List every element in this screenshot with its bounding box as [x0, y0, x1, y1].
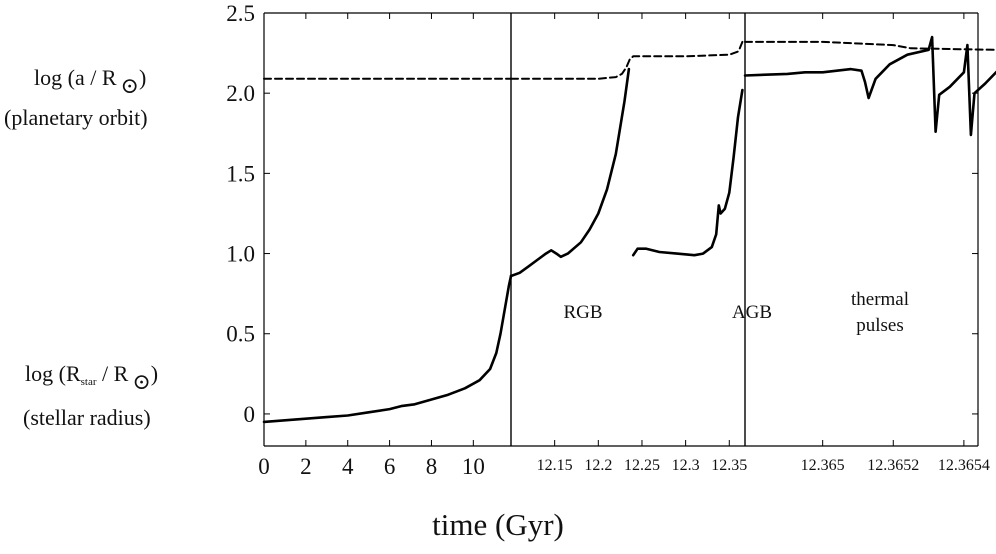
- x-tick-label: 8: [426, 454, 438, 479]
- radius-log-label: log (Rstar / R ⊙): [25, 361, 158, 394]
- orbit-series-line: [510, 40, 744, 80]
- region-labels: RGB AGB thermal pulses: [563, 289, 909, 336]
- region-label-thermal-pulses: thermal: [851, 289, 909, 310]
- y-axis-ticks: 0 0.5 1.0 1.5 2.0 2.5: [226, 1, 978, 427]
- panel-dividers: [510, 13, 746, 446]
- region-label-thermal-pulses: pulses: [856, 315, 904, 336]
- y-tick-label: 0.5: [226, 322, 255, 347]
- x-tick-label: 10: [462, 454, 485, 479]
- x-tick-label: 12.15: [537, 457, 573, 474]
- orbit-log-label: log (a / R ⊙): [34, 65, 146, 98]
- stellar-radius-series-line: [262, 274, 513, 424]
- y-tick-label: 1.0: [226, 242, 255, 267]
- radius-sub-label: (stellar radius): [23, 405, 151, 430]
- x-axis-ticks: 0 2 4 6 8 10 12.15 12.2 12.25 12.3 12.35 12.365 12.3…: [258, 13, 990, 479]
- region-label-rgb: RGB: [563, 302, 602, 323]
- plot-frame: [263, 12, 979, 447]
- x-tick-label: 12.35: [711, 457, 747, 474]
- x-tick-label: 12.3: [672, 457, 700, 474]
- x-tick-label: 12.3652: [867, 457, 919, 474]
- x-axis-label: time (Gyr): [432, 507, 564, 542]
- y-tick-label: 2.0: [226, 81, 255, 106]
- x-tick-label: 12.365: [801, 457, 845, 474]
- orbit-sub-label: (planetary orbit): [4, 105, 148, 130]
- y-tick-label: 1.5: [226, 161, 255, 186]
- region-label-agb: AGB: [732, 302, 772, 323]
- series-lines: [262, 35, 996, 424]
- y-tick-label: 2.5: [226, 1, 255, 26]
- x-tick-label: 0: [258, 454, 270, 479]
- stellar-radius-series-line: [509, 67, 631, 278]
- stellar-radius-series-line: [743, 35, 996, 137]
- y-tick-label: 0: [244, 402, 256, 427]
- x-tick-label: 6: [384, 454, 396, 479]
- x-tick-label: 2: [300, 454, 312, 479]
- orbit-series-line: [744, 40, 996, 51]
- x-tick-label: 4: [342, 454, 354, 479]
- x-tick-label: 12.3654: [938, 457, 990, 474]
- x-tick-label: 12.2: [584, 457, 612, 474]
- stellar-radius-series-line: [631, 88, 744, 257]
- y-side-labels: log (a / R ⊙) (planetary orbit) log (Rsta…: [4, 65, 158, 430]
- x-tick-label: 12.25: [624, 457, 660, 474]
